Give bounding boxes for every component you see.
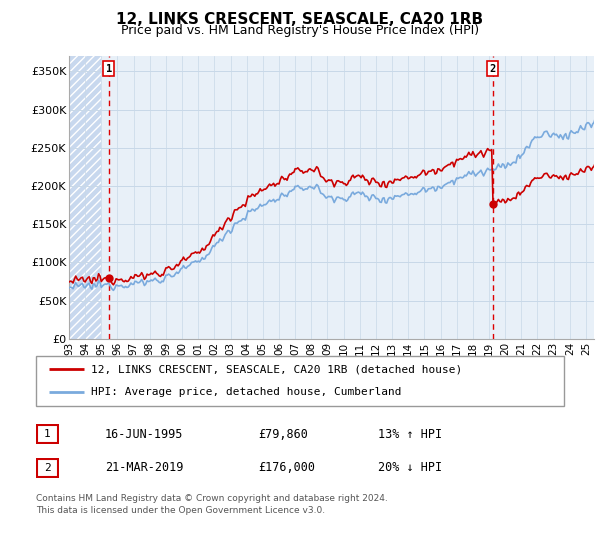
Text: 1: 1 — [44, 429, 51, 439]
FancyBboxPatch shape — [37, 459, 58, 477]
FancyBboxPatch shape — [37, 425, 58, 443]
Text: 12, LINKS CRESCENT, SEASCALE, CA20 1RB (detached house): 12, LINKS CRESCENT, SEASCALE, CA20 1RB (… — [91, 364, 463, 374]
Text: 16-JUN-1995: 16-JUN-1995 — [105, 427, 184, 441]
Text: HPI: Average price, detached house, Cumberland: HPI: Average price, detached house, Cumb… — [91, 388, 402, 398]
Text: £79,860: £79,860 — [258, 427, 308, 441]
Text: 12, LINKS CRESCENT, SEASCALE, CA20 1RB: 12, LINKS CRESCENT, SEASCALE, CA20 1RB — [116, 12, 484, 27]
FancyBboxPatch shape — [36, 356, 564, 406]
Text: Price paid vs. HM Land Registry's House Price Index (HPI): Price paid vs. HM Land Registry's House … — [121, 24, 479, 36]
Text: 2: 2 — [490, 64, 496, 74]
Text: 2: 2 — [44, 463, 51, 473]
Bar — [69, 56, 101, 339]
Text: 20% ↓ HPI: 20% ↓ HPI — [378, 461, 442, 474]
Text: £176,000: £176,000 — [258, 461, 315, 474]
Text: 1: 1 — [106, 64, 112, 74]
Text: 13% ↑ HPI: 13% ↑ HPI — [378, 427, 442, 441]
Text: 21-MAR-2019: 21-MAR-2019 — [105, 461, 184, 474]
Text: Contains HM Land Registry data © Crown copyright and database right 2024.
This d: Contains HM Land Registry data © Crown c… — [36, 494, 388, 515]
